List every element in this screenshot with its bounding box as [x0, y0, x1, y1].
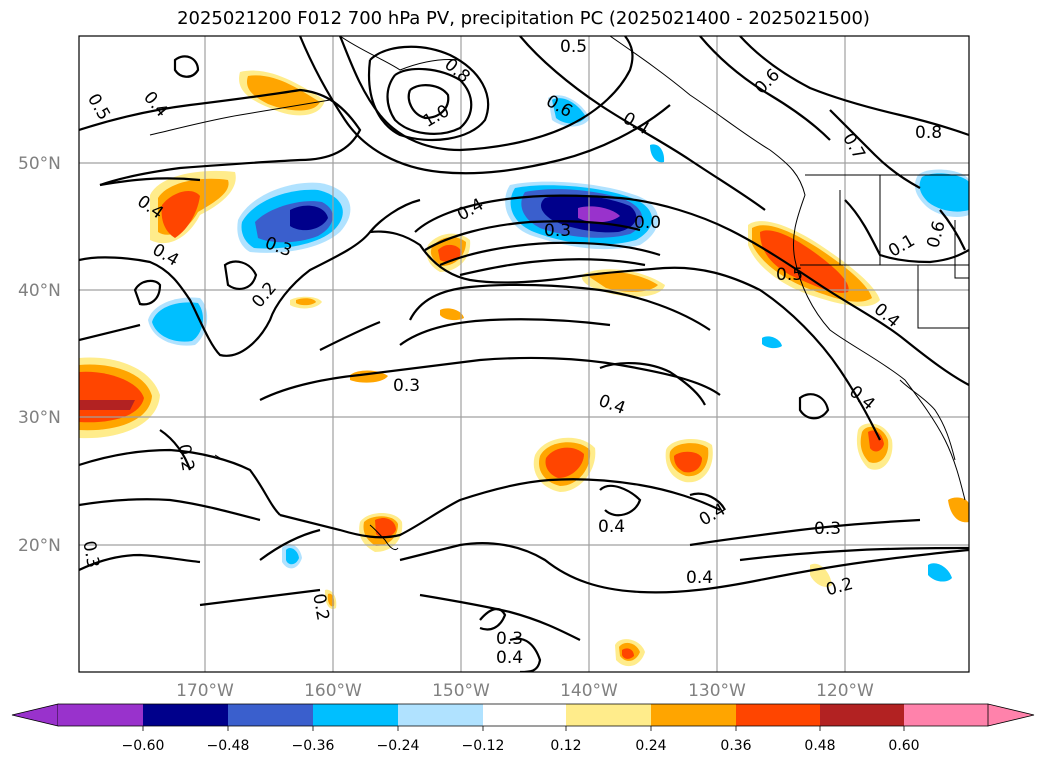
colorbar-tick: 0.24 — [635, 738, 666, 754]
contour-label: 0.5 — [83, 90, 114, 123]
contour-label: 0.4 — [870, 299, 904, 332]
colorbar-tick: 0.12 — [550, 738, 581, 754]
colorbar-tick: 0.60 — [888, 738, 919, 754]
colorbar-tick: 0.36 — [720, 738, 751, 754]
contour-label: 0.3 — [393, 376, 420, 396]
precip-anomaly-fills — [79, 70, 969, 667]
colorbar-min-extend — [11, 703, 59, 727]
lon-label-140w: 140°W — [560, 681, 618, 701]
contour-label: 0.2 — [308, 592, 332, 622]
colorbar-bin — [566, 704, 651, 726]
colorbar-bin — [483, 704, 566, 726]
colorbar-bin — [904, 704, 988, 726]
contour-label: 0.4 — [596, 391, 628, 419]
lat-label-30n: 30°N — [18, 408, 61, 428]
lon-label-130w: 130°W — [688, 681, 746, 701]
colorbar-tick: 0.48 — [804, 738, 835, 754]
contour-label: 0.4 — [598, 517, 625, 537]
contour-label: 0.7 — [838, 130, 869, 163]
lon-label-150w: 150°W — [432, 681, 490, 701]
lon-label-160w: 160°W — [304, 681, 362, 701]
colorbar-max-extend — [987, 703, 1035, 727]
contour-label: 0.4 — [139, 88, 172, 122]
coastlines — [149, 36, 969, 551]
contour-label: 0.0 — [634, 213, 661, 233]
contour-label: 0.5 — [776, 265, 803, 285]
contour-label: 0.8 — [915, 123, 942, 143]
colorbar-bin — [736, 704, 820, 726]
colorbar-tick: −0.24 — [377, 738, 420, 754]
colorbar: −0.60 −0.48 −0.36 −0.24 −0.12 0.12 0.24 … — [11, 703, 1035, 754]
colorbar-bin — [651, 704, 736, 726]
lat-label-40n: 40°N — [18, 281, 61, 301]
lat-label-20n: 20°N — [18, 536, 61, 556]
colorbar-bin — [58, 704, 143, 726]
contour-label: 0.3 — [496, 629, 523, 649]
contour-label: 1.0 — [420, 101, 453, 132]
colorbar-bin — [398, 704, 483, 726]
contour-label: 0.5 — [560, 37, 587, 57]
contour-label: 0.6 — [923, 219, 949, 250]
contour-label: 0.4 — [496, 648, 523, 668]
contour-label: 0.3 — [544, 221, 571, 241]
colorbar-tick: −0.48 — [207, 738, 250, 754]
map-title: 2025021200 F012 700 hPa PV, precipitatio… — [177, 8, 870, 29]
contour-label: 0.4 — [696, 500, 729, 531]
colorbar-tick: −0.36 — [292, 738, 335, 754]
longitude-labels: 170°W 160°W 150°W 140°W 130°W 120°W — [176, 681, 874, 701]
lat-label-50n: 50°N — [18, 154, 61, 174]
colorbar-bin — [143, 704, 228, 726]
colorbar-tick: −0.60 — [122, 738, 165, 754]
graticule — [79, 36, 969, 672]
lon-label-170w: 170°W — [176, 681, 234, 701]
colorbar-bin — [820, 704, 904, 726]
contour-label: 0.3 — [78, 539, 102, 569]
contour-label: 0.4 — [149, 240, 182, 271]
lon-label-120w: 120°W — [816, 681, 874, 701]
contour-label: 0.2 — [173, 443, 197, 473]
pv-contours — [79, 36, 969, 672]
latitude-labels: 50°N 40°N 30°N 20°N — [18, 154, 61, 556]
colorbar-tick: −0.12 — [462, 738, 505, 754]
colorbar-bin — [228, 704, 313, 726]
contour-label: 0.4 — [686, 568, 713, 588]
colorbar-bin — [313, 704, 398, 726]
contour-label: 0.3 — [814, 519, 841, 539]
map-frame — [78, 35, 970, 673]
contour-label: 0.4 — [454, 195, 487, 226]
